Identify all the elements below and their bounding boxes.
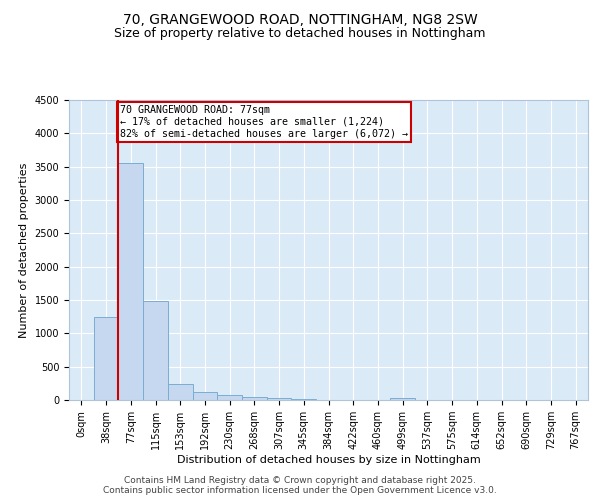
Text: Size of property relative to detached houses in Nottingham: Size of property relative to detached ho… xyxy=(114,28,486,40)
Bar xyxy=(94,318,118,400)
Bar xyxy=(168,384,193,400)
Bar xyxy=(118,162,143,400)
Bar xyxy=(242,396,267,400)
Bar xyxy=(217,394,242,400)
Bar xyxy=(143,300,168,400)
Text: 70, GRANGEWOOD ROAD, NOTTINGHAM, NG8 2SW: 70, GRANGEWOOD ROAD, NOTTINGHAM, NG8 2SW xyxy=(122,12,478,26)
X-axis label: Distribution of detached houses by size in Nottingham: Distribution of detached houses by size … xyxy=(176,455,481,465)
Text: Contains HM Land Registry data © Crown copyright and database right 2025.
Contai: Contains HM Land Registry data © Crown c… xyxy=(103,476,497,495)
Bar xyxy=(390,398,415,400)
Text: 70 GRANGEWOOD ROAD: 77sqm
← 17% of detached houses are smaller (1,224)
82% of se: 70 GRANGEWOOD ROAD: 77sqm ← 17% of detac… xyxy=(119,106,407,138)
Bar xyxy=(193,392,217,400)
Y-axis label: Number of detached properties: Number of detached properties xyxy=(19,162,29,338)
Bar xyxy=(267,398,292,400)
